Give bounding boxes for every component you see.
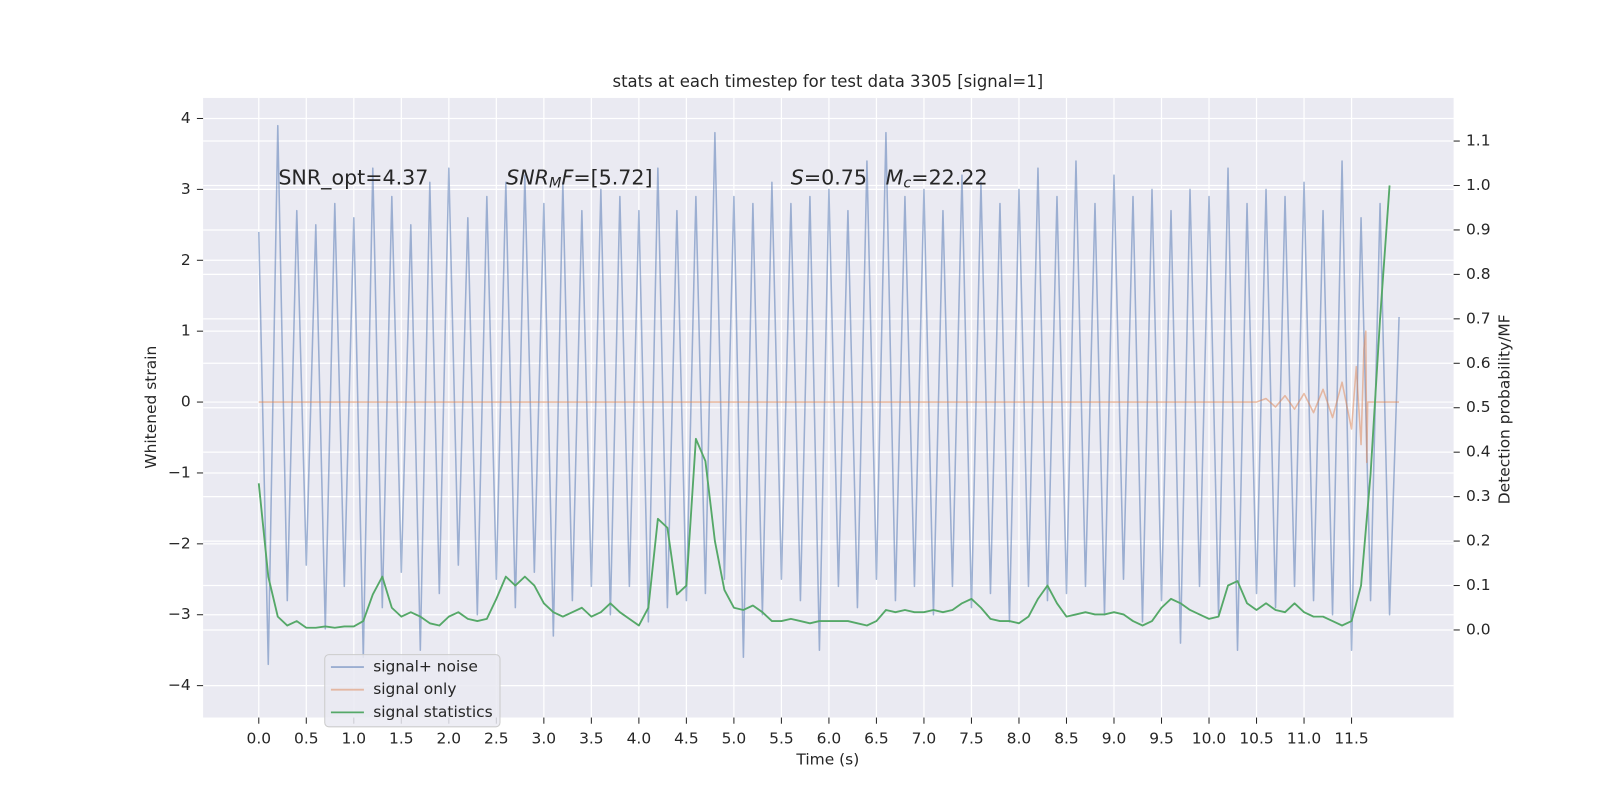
series-line [258,330,1400,464]
y-tick-label: 1 [181,322,191,340]
annotation-part: =22.22 [911,165,987,189]
y2-tick-label: 0.8 [1466,265,1491,283]
y-tick-label: −2 [168,534,191,552]
annotation-part: SNR [506,165,549,189]
annotation-part: M [886,165,904,189]
y2-tick-label: 0.4 [1466,443,1491,461]
y-tick-label: 4 [181,109,191,127]
labels: 0.0 0.5 1.0 1.5 2.0 2.5 3.0 3.5 4.0 4.5 5.0 5.5 6.0 6… [168,109,1491,748]
y2-tick-label: 0.5 [1466,398,1491,416]
annotation-part: SNR_opt=4.37 [278,165,428,190]
annotation-part: S [791,165,804,189]
y-tick-label: 2 [181,251,191,269]
x-tick-label: 4.0 [627,730,652,748]
x-tick-label: 11.5 [1334,730,1368,748]
annotation: Mc=22.22 [886,165,988,191]
y2-tick-label: 0.9 [1466,220,1491,238]
y2-tick-label: 0.1 [1466,576,1491,594]
x-tick-label: 7.5 [959,730,984,748]
marks [257,124,1400,666]
x-tick-label: 0.0 [246,730,271,748]
annotation-part: M [549,176,562,192]
x-tick-label: 10.5 [1239,730,1273,748]
y-tick-label: 3 [181,180,191,198]
x-tick-label: 6.0 [817,730,842,748]
x-tick-label: 10.0 [1192,730,1226,748]
x-tick-label: 2.0 [437,730,462,748]
series-line [258,124,1400,666]
x-tick-label: 2.5 [484,730,509,748]
x-tick-label: 1.0 [342,730,367,748]
x-tick-label: 7.0 [912,730,937,748]
y2-axis-label: Detection probability/MF [1496,314,1514,504]
legend-label: signal+ noise [373,658,478,676]
y-tick-label: −4 [168,676,191,694]
x-tick-label: 3.0 [532,730,557,748]
y2-tick-label: 0.2 [1466,532,1491,550]
x-tick-label: 4.5 [674,730,699,748]
x-tick-label: 5.5 [769,730,794,748]
x-tick-label: 9.0 [1102,730,1127,748]
x-tick-label: 6.5 [864,730,889,748]
y2-tick-label: 1.1 [1466,132,1491,150]
chart-title: stats at each timestep for test data 330… [612,72,1043,91]
y-axis-label: Whitened strain [142,346,160,469]
annotation-part: c [903,176,911,192]
annotation: S=0.75 [791,165,867,189]
annotation-part: =[5.72] [573,165,652,189]
y-tick-label: 0 [181,393,191,411]
x-tick-label: 1.5 [389,730,414,748]
legend-label: signal statistics [373,703,493,721]
x-tick-label: 8.0 [1007,730,1032,748]
annotation: SNRMF=[5.72] [506,165,652,191]
x-axis-label: Time (s) [795,750,859,768]
y-tick-label: −1 [168,463,191,481]
y2-tick-label: 0.7 [1466,309,1491,327]
x-tick-label: 11.0 [1287,730,1321,748]
x-tick-label: 5.0 [722,730,747,748]
y2-tick-label: 0.3 [1466,487,1491,505]
series-line [257,185,1391,629]
legend-label: signal only [373,680,456,698]
x-tick-label: 3.5 [579,730,604,748]
legend-box [324,654,501,728]
y2-tick-label: 0.0 [1466,620,1491,638]
y2-tick-label: 1.0 [1466,176,1491,194]
y2-tick-label: 0.6 [1466,354,1491,372]
x-tick-label: 9.5 [1149,730,1174,748]
x-tick-label: 0.5 [294,730,319,748]
y-tick-label: −3 [168,605,191,623]
annotation: SNR_opt=4.37 [278,165,428,190]
annotation-part: F [561,165,574,189]
annotation-part: =0.75 [804,165,867,189]
x-tick-label: 8.5 [1054,730,1079,748]
